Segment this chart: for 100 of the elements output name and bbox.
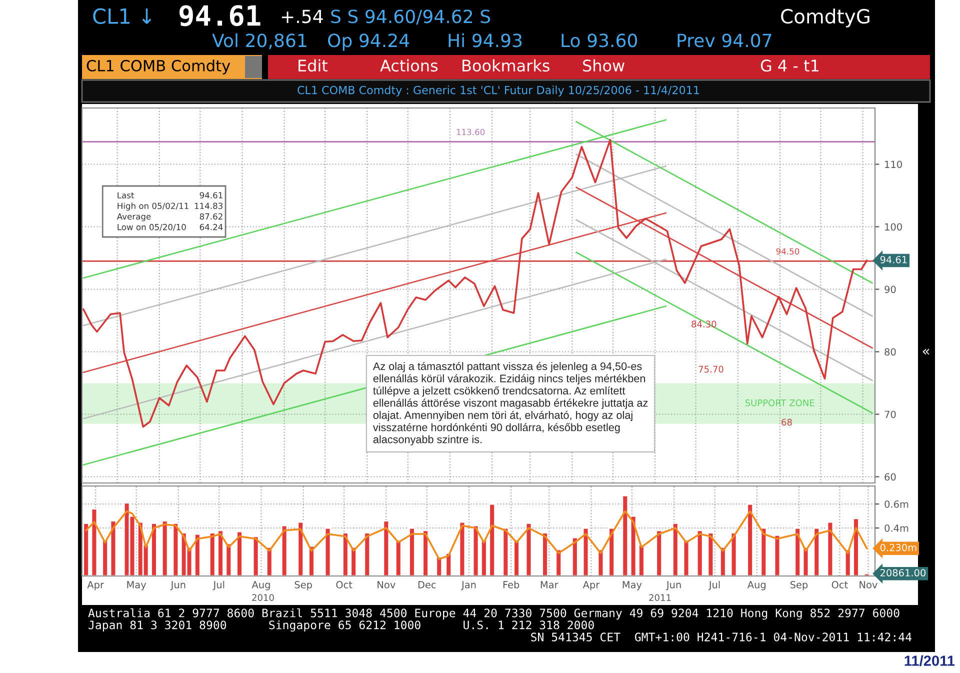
bar <box>161 520 168 576</box>
x-tick-label: Aug <box>252 581 270 590</box>
annotation: 68 <box>782 418 792 426</box>
text: Bookmarks <box>462 59 550 72</box>
bar <box>656 530 663 576</box>
annotation: 64.24 <box>200 224 223 230</box>
bar <box>324 527 332 576</box>
bar <box>863 572 870 576</box>
x-tick-label: Sep <box>294 581 312 590</box>
text: 11/2011 <box>904 655 955 666</box>
text: SN 541345 CET GMT+1:00 H241-716-1 04-Nov-2011 11:42:44 <box>531 632 912 642</box>
text: CL1 COMB Comdty <box>86 60 230 74</box>
bar <box>382 520 390 576</box>
text: Show <box>583 59 624 72</box>
annotation: High on 05/02/11 <box>118 202 188 211</box>
annotation: Az olaj a támasztól pattant vissza és jelenleg a 94,50-es ellenállás körül várakozik. Ezidáig nincs teljes mértékben túllépve a jelzett csökkenő trendcsatorna. Az említett ellenállás áttörése viszont magasabb értékekre juttatja az olajat. Amennyiben nem töri át, elvárható, hogy az olaj visszatérne hordónkénti 90 dollárra, később esetleg alacsonyabb szintre is. <box>372 362 648 446</box>
y-tick-label: 80 <box>884 348 896 356</box>
annotation: 114.83 <box>194 202 222 210</box>
bar <box>408 527 416 576</box>
text: CL1 ↓ <box>93 8 152 24</box>
text: ComdtyG <box>781 8 870 28</box>
text: G 4 - t1 <box>760 60 818 72</box>
ref-line-label: 94.50 <box>776 248 800 255</box>
annotation: 75.70 <box>698 366 724 373</box>
x-tick-label: Apr <box>582 581 600 590</box>
bar <box>266 546 273 576</box>
text: Prev 94.07 <box>678 34 772 48</box>
x-tick-label: May <box>127 581 146 590</box>
x-tick-label: Apr <box>87 581 104 590</box>
annotation: 87.62 <box>200 213 222 220</box>
x-tick-label: Nov <box>860 581 878 588</box>
bar <box>555 548 562 576</box>
text: 2011 <box>649 594 671 601</box>
text: 2010 <box>252 594 274 601</box>
bar <box>525 522 532 576</box>
x-tick-label: Jun <box>666 581 681 590</box>
text: Hi 94.93 <box>448 33 522 48</box>
text: Australia 61 2 9777 8600 Brazil 5511 3048 4500 Europe 44 20 7330 7500 Germany 49 69 9204 1210 Hong Kong 852 2977 6000 <box>88 608 900 620</box>
x-tick-label: Jan <box>461 581 476 590</box>
text: Vol 20,861 <box>212 33 306 50</box>
annotation: 94.61 <box>200 192 222 198</box>
text: +.54 <box>282 10 323 24</box>
bar <box>436 556 443 576</box>
annotation: Average <box>116 213 151 222</box>
x-tick-label: Jul <box>212 580 224 590</box>
x-tick-label: Jul <box>708 580 720 590</box>
bar <box>280 524 288 576</box>
x-tick-label: Oct <box>832 581 848 588</box>
x-tick-label: Nov <box>378 581 396 588</box>
bar <box>608 527 615 576</box>
bar <box>813 527 820 576</box>
y-tick-label: 0.4m <box>884 524 908 532</box>
bar <box>236 530 243 576</box>
x-tick-label: Dec <box>418 581 436 588</box>
bar <box>707 532 714 576</box>
x-tick-label: Mar <box>540 581 558 588</box>
bar <box>672 522 679 576</box>
bar <box>394 539 402 576</box>
bar <box>746 503 754 576</box>
y-tick-label: 100 <box>885 223 902 231</box>
text: Japan 81 3 3201 8900 Singapore 65 6212 1000 U.S. 1 212 318 2000 <box>88 620 594 632</box>
line-series <box>85 510 868 560</box>
bar <box>422 530 429 576</box>
x-tick-label: Sep <box>790 581 808 590</box>
text: Actions <box>380 59 438 72</box>
y-tick-label: 110 <box>885 160 902 168</box>
bar <box>513 539 520 576</box>
text: Lo 93.60 <box>562 34 638 48</box>
x-tick-label: Feb <box>503 580 520 588</box>
bar <box>696 530 704 576</box>
text: « <box>922 348 929 355</box>
bar <box>572 536 578 576</box>
text: 94.61 <box>180 5 260 26</box>
x-tick-label: Oct <box>336 581 352 588</box>
text: CL1 COMB Comdty : Generic 1st 'CL' Futur Daily 10/25/2006 - 11/4/2011 <box>298 86 699 96</box>
x-tick-label: Aug <box>747 581 766 590</box>
annotation: Low on 05/20/10 <box>118 224 186 231</box>
bar <box>252 536 260 576</box>
y-tick-label: 0.6m <box>884 500 908 508</box>
text: Edit <box>298 59 328 72</box>
y-tick-label: 60 <box>884 473 896 481</box>
annotation: Last <box>118 192 134 198</box>
bar <box>502 527 510 576</box>
x-tick-label: Jun <box>170 581 186 590</box>
text: 94.61 <box>880 256 907 264</box>
text: 0.230m <box>880 544 916 552</box>
bar <box>760 527 768 576</box>
bar <box>297 521 304 576</box>
y-tick-label: 70 <box>884 410 896 418</box>
bar <box>445 552 452 576</box>
bar <box>364 532 371 576</box>
y-tick-label: 90 <box>884 286 896 294</box>
x-tick-label: May <box>622 581 642 590</box>
text: Op 94.24 <box>328 34 410 51</box>
bar <box>720 546 726 576</box>
bar <box>542 532 548 576</box>
text: S S 94.60/94.62 S <box>331 10 490 25</box>
bar <box>774 534 781 576</box>
bar <box>826 521 834 576</box>
ref-line-label: 113.60 <box>456 128 485 136</box>
